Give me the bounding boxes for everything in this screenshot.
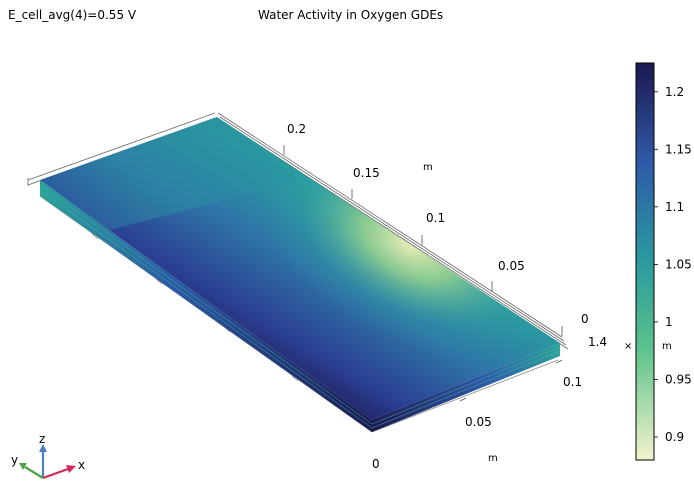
z-arrow-icon xyxy=(39,444,47,452)
x-arrow-icon xyxy=(66,465,76,473)
slab-layers xyxy=(39,184,561,429)
colorbar-tick-label: 0.9 xyxy=(665,430,684,444)
exponent-multiplier: × xyxy=(624,341,632,352)
front-tick-label: 0.05 xyxy=(465,415,492,429)
triad-x-label: x xyxy=(78,458,85,472)
front-axis-unit: m xyxy=(488,453,498,464)
colorbar: 1.2 1.15 1.1 1.05 1 0.95 0.9 xyxy=(635,62,692,461)
slab-top-left-shade xyxy=(40,117,300,230)
triad-y-label: y xyxy=(11,453,18,467)
front-tick-label: 0 xyxy=(372,457,380,471)
plot-title: Water Activity in Oxygen GDEs xyxy=(258,8,444,22)
colorbar-tick-label: 0.95 xyxy=(665,372,692,386)
colorbar-tick-label: 1 xyxy=(665,315,673,329)
floor-ticks xyxy=(91,233,299,382)
exponent-unit: m xyxy=(662,341,672,352)
back-tick-label: 0 xyxy=(581,312,589,326)
colorbar-tick-label: 1.15 xyxy=(665,142,692,156)
colorbar-tick-label: 1.1 xyxy=(665,200,684,214)
axis-triad: z y x xyxy=(11,432,85,480)
back-tick-label: 0.2 xyxy=(287,122,306,136)
back-tick-label: 0.1 xyxy=(426,211,445,225)
gde-slab[interactable] xyxy=(39,117,610,432)
triad-z-label: z xyxy=(39,432,45,446)
slab-side-right xyxy=(372,343,560,432)
back-tick-label: 0.15 xyxy=(353,166,380,180)
parameter-label: E_cell_avg(4)=0.55 V xyxy=(8,8,137,22)
front-tick-label: 0.1 xyxy=(563,375,582,389)
y-arrow-icon xyxy=(19,463,27,470)
back-tick-label: 0.05 xyxy=(498,259,525,273)
slab-side-front xyxy=(40,180,372,432)
front-ticks xyxy=(459,359,563,402)
back-axis-unit: m xyxy=(423,162,433,173)
front-tick-label: 1.4 xyxy=(588,335,607,349)
colorbar-tick-label: 1.05 xyxy=(665,257,692,271)
colorbar-gradient xyxy=(635,62,655,461)
back-ticks xyxy=(283,145,563,336)
colorbar-tick-label: 1.2 xyxy=(665,85,684,99)
